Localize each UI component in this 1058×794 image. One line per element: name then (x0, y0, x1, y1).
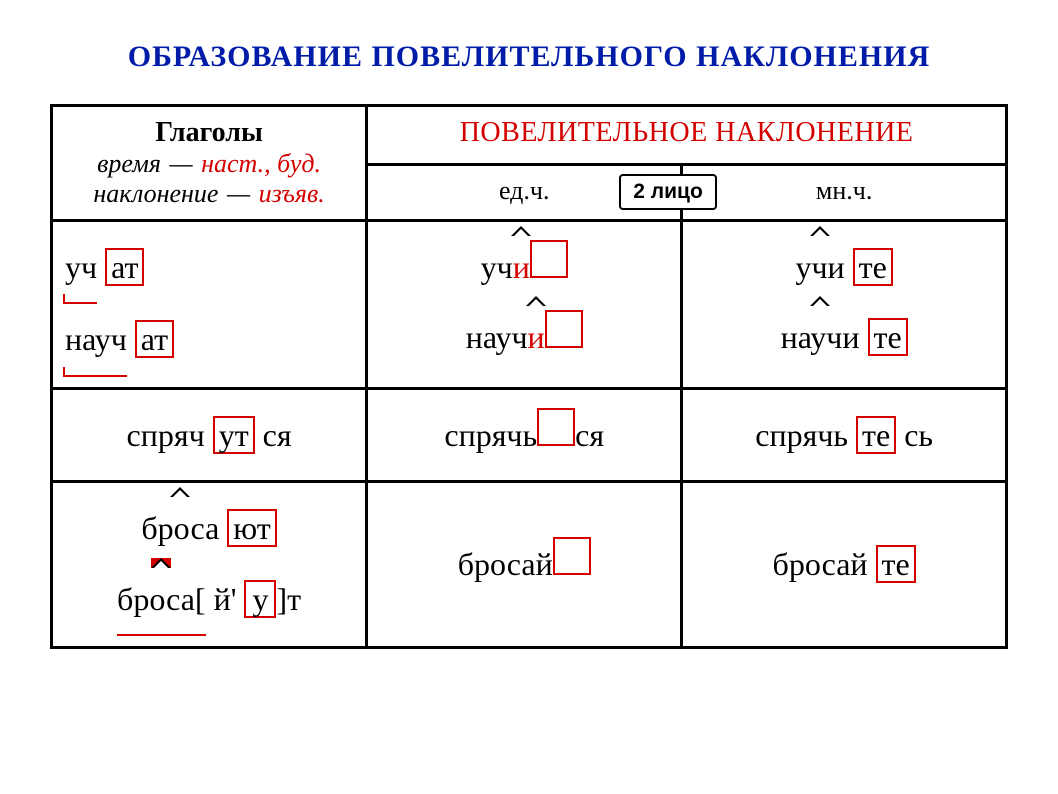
col-verbs: спряч ут ся (52, 388, 367, 481)
ending-box: те (853, 248, 893, 286)
word-line: учи те (695, 232, 993, 302)
person-label: 2 лицо (619, 174, 717, 210)
word-line: броса ют (65, 493, 353, 563)
postfix: ся (263, 417, 292, 453)
stem: бросай (458, 546, 553, 582)
ending-box: ат (105, 248, 144, 286)
verbs-subline-time: время — наст., буд. (65, 149, 353, 179)
ending-box: ют (227, 509, 276, 547)
word-line: спрячь ся (380, 400, 668, 470)
verbs-time-value: наст., буд. (201, 149, 321, 178)
ending-box (553, 537, 591, 575)
page-title: ОБРАЗОВАНИЕ ПОВЕЛИТЕЛЬНОГО НАКЛОНЕНИЯ (50, 40, 1008, 74)
header-row-1: Глаголы время — наст., буд. наклонение —… (52, 106, 1007, 165)
stem: уч (481, 249, 513, 285)
suffix: и (528, 302, 545, 372)
mid: й' (214, 581, 237, 617)
word-line: науч ат (65, 304, 353, 376)
word-line: бросай те (695, 529, 993, 599)
grammar-table: Глаголы время — наст., буд. наклонение —… (50, 104, 1008, 649)
root: науч (65, 304, 127, 376)
word-line: учи (380, 232, 668, 302)
verbs-subline-mood: наклонение — изъяв. (65, 179, 353, 209)
stem: спрячь (444, 417, 537, 453)
stem: спрячь (755, 417, 848, 453)
header-verbs-cell: Глаголы время — наст., буд. наклонение —… (52, 106, 367, 221)
ending-box: у (244, 580, 276, 618)
suffix: и (513, 232, 530, 302)
col-plural: бросай те (682, 482, 1007, 648)
header-plural-cell: 2 лицо мн.ч. (682, 164, 1007, 220)
ending-box: те (868, 318, 908, 356)
post-bracket: ]т (276, 581, 301, 617)
postfix: сь (904, 417, 933, 453)
verbs-label: Глаголы (65, 117, 353, 149)
ending-box (537, 408, 575, 446)
plural-label: мн.ч. (816, 176, 872, 205)
root: уч (65, 232, 97, 304)
table-row: броса ют броса[ й' у]т бросай бросай те (52, 482, 1007, 648)
word-line: уч ат (65, 232, 353, 304)
stem: спряч (127, 417, 205, 453)
ending-box: ат (135, 320, 174, 358)
col-verbs: броса ют броса[ й' у]т (52, 482, 367, 648)
ending-box: те (876, 545, 916, 583)
word-line: спряч ут ся (65, 400, 353, 470)
stem-hat: броса (141, 493, 219, 563)
root-bracket: броса[ (117, 564, 206, 636)
word-line: бросай (380, 529, 668, 599)
table-row: спряч ут ся спрячь ся спрячь те сь (52, 388, 1007, 481)
verbs-time-label: время (97, 149, 161, 178)
postfix: ся (575, 417, 604, 453)
ending-box (530, 240, 568, 278)
word-line: научи те (695, 302, 993, 372)
col-verbs: уч ат науч ат (52, 221, 367, 389)
ending-box (545, 310, 583, 348)
word-line: спрячь те сь (695, 400, 993, 470)
col-singular: бросай (367, 482, 682, 648)
table-row: уч ат науч ат учи научи учи те (52, 221, 1007, 389)
stem: науч (466, 319, 528, 355)
col-singular: спрячь ся (367, 388, 682, 481)
word-line: научи (380, 302, 668, 372)
singular-label: ед.ч. (499, 176, 550, 205)
stem-hat: учи (795, 232, 844, 302)
col-singular: учи научи (367, 221, 682, 389)
stem: бросай (773, 546, 868, 582)
col-plural: учи те научи те (682, 221, 1007, 389)
ending-box: те (856, 416, 896, 454)
col-plural: спрячь те сь (682, 388, 1007, 481)
word-line: броса[ й' у]т (65, 564, 353, 636)
header-imperative-cell: ПОВЕЛИТЕЛЬНОЕ НАКЛОНЕНИЕ (367, 106, 1007, 165)
verbs-mood-label: наклонение (93, 179, 218, 208)
page: ОБРАЗОВАНИЕ ПОВЕЛИТЕЛЬНОГО НАКЛОНЕНИЯ Гл… (0, 0, 1058, 689)
verbs-mood-value: изъяв. (259, 179, 325, 208)
ending-box: ут (213, 416, 255, 454)
stem-hat: научи (781, 302, 860, 372)
